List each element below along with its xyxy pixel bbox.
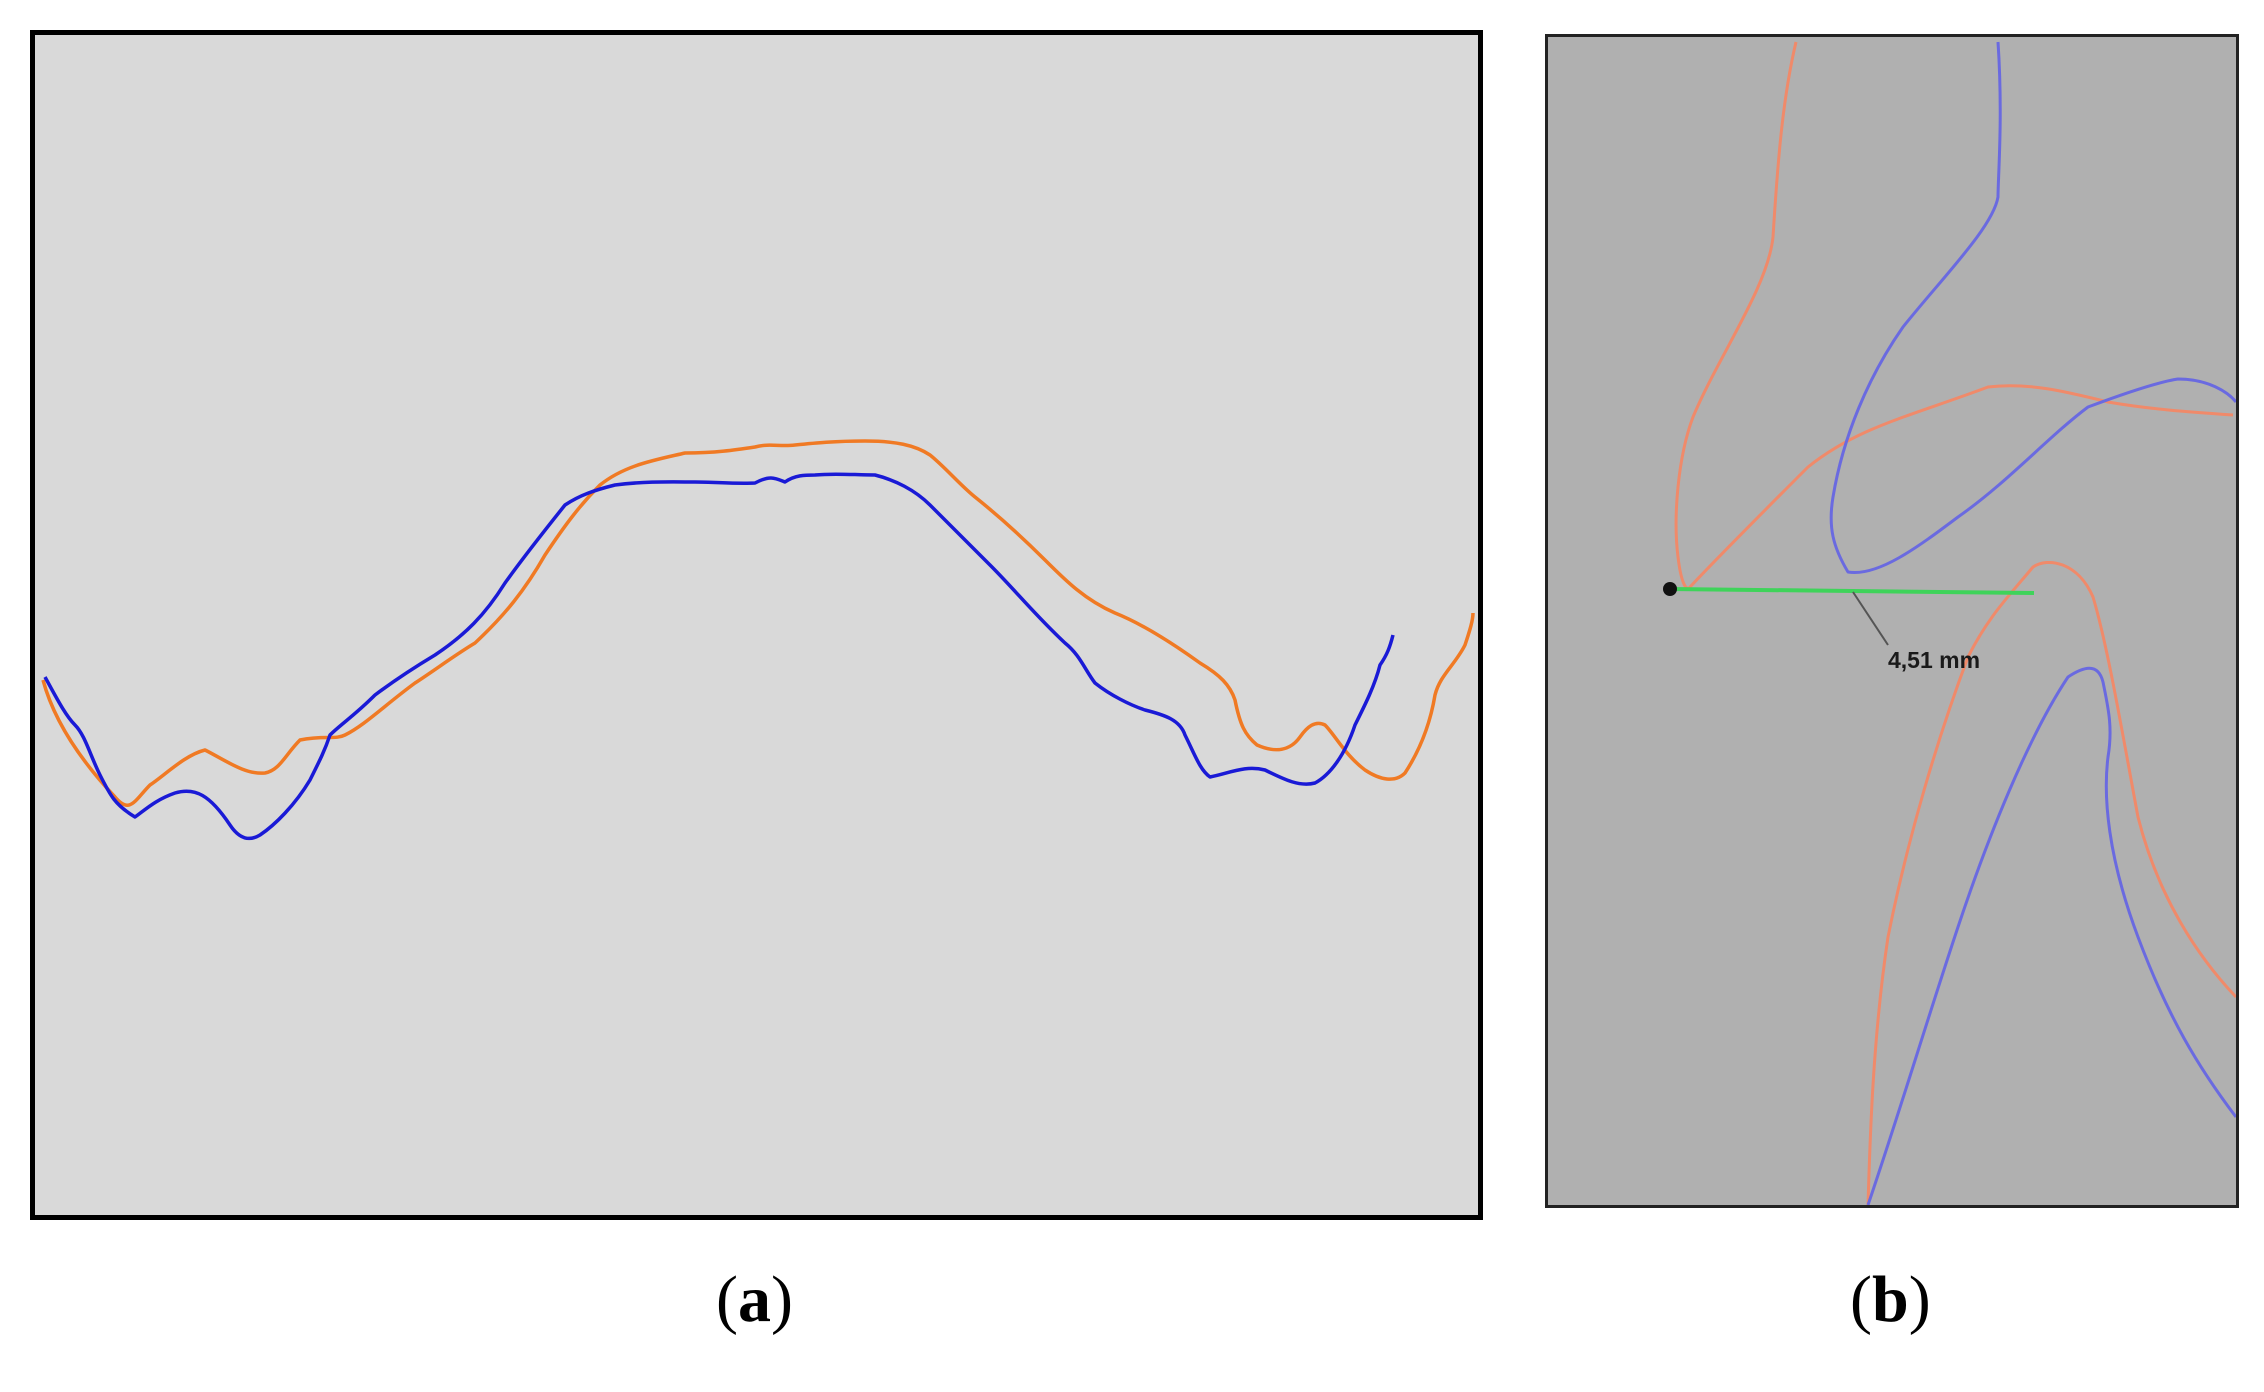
measurement-leader-line (1852, 591, 1889, 646)
blue-profile-curve (43, 472, 1395, 841)
caption-a-letter: a (737, 1263, 771, 1336)
caption-b-open: ( (1850, 1263, 1872, 1336)
caption-b-close: ) (1908, 1263, 1931, 1336)
measurement-label: 4,51 mm (1888, 647, 1981, 673)
panel-b-measurement-view: 4,51 mm (1545, 34, 2239, 1208)
measurement-start-point (1663, 582, 1677, 596)
orange-contour-curve-lower (1866, 560, 2236, 1205)
caption-a-open: ( (716, 1263, 738, 1336)
blue-contour-curve (1829, 41, 2236, 575)
blue-contour-curve-lower (1866, 666, 2236, 1205)
caption-a-close: ) (770, 1263, 793, 1336)
caption-b-letter: b (1871, 1263, 1909, 1336)
caption-b: (b) (1850, 1262, 1931, 1338)
panel-a-profile-overlay (30, 30, 1483, 1220)
orange-contour-curve (1674, 41, 2234, 590)
measurement-line (1669, 587, 2035, 595)
orange-profile-curve (41, 439, 1475, 807)
caption-a: (a) (716, 1262, 793, 1338)
panel-a-curves (41, 439, 1475, 841)
panel-b-curves (1663, 41, 2236, 1205)
